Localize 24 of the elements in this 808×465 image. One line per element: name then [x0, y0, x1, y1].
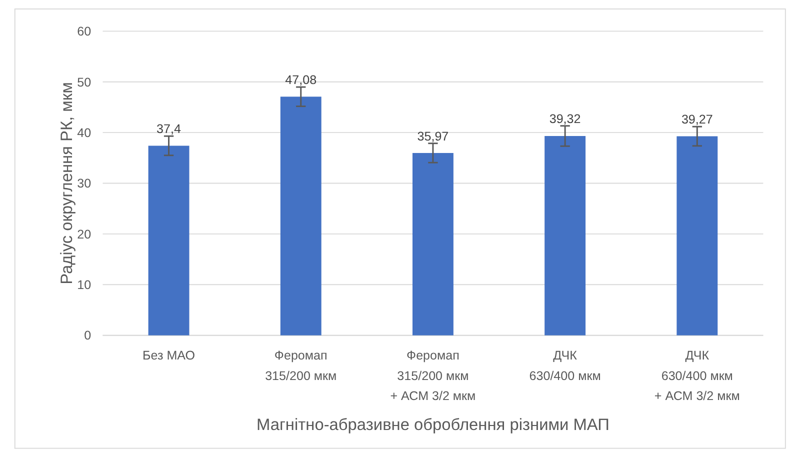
y-tick-label: 20: [77, 227, 92, 242]
y-tick-label: 10: [77, 278, 92, 292]
data-label: 39,32: [549, 112, 581, 126]
data-label: 37,4: [156, 122, 182, 136]
x-tick-label: Феромап 315/200 мкм + АСМ 3/2 мкм: [390, 348, 476, 404]
y-axis-title: Радіус округлення РК, мкм: [58, 82, 76, 284]
data-label: 39,27: [681, 112, 713, 127]
data-label: 35,97: [417, 129, 449, 144]
x-axis-title: Магнітно-абразивне оброблення різними МАП: [256, 416, 610, 434]
x-tick-label: ДЧК 630/400 мкм + АСМ 3/2 мкм: [654, 348, 740, 404]
y-tick-label: 30: [77, 176, 92, 191]
y-tick-label: 50: [77, 75, 92, 90]
y-tick-label: 60: [77, 24, 92, 39]
bar: [148, 146, 190, 336]
bar: [676, 136, 718, 336]
x-tick-label: Без МАО: [142, 348, 196, 362]
y-tick-label: 0: [84, 328, 92, 343]
x-tick-label: Феромап 315/200 мкм: [265, 348, 337, 383]
bar: [280, 96, 322, 336]
y-tick-label: 40: [77, 126, 92, 140]
data-label: 47,08: [285, 73, 317, 88]
bar: [544, 136, 586, 336]
bar: [412, 152, 454, 336]
x-tick-label: ДЧК 630/400 мкм: [529, 348, 601, 383]
